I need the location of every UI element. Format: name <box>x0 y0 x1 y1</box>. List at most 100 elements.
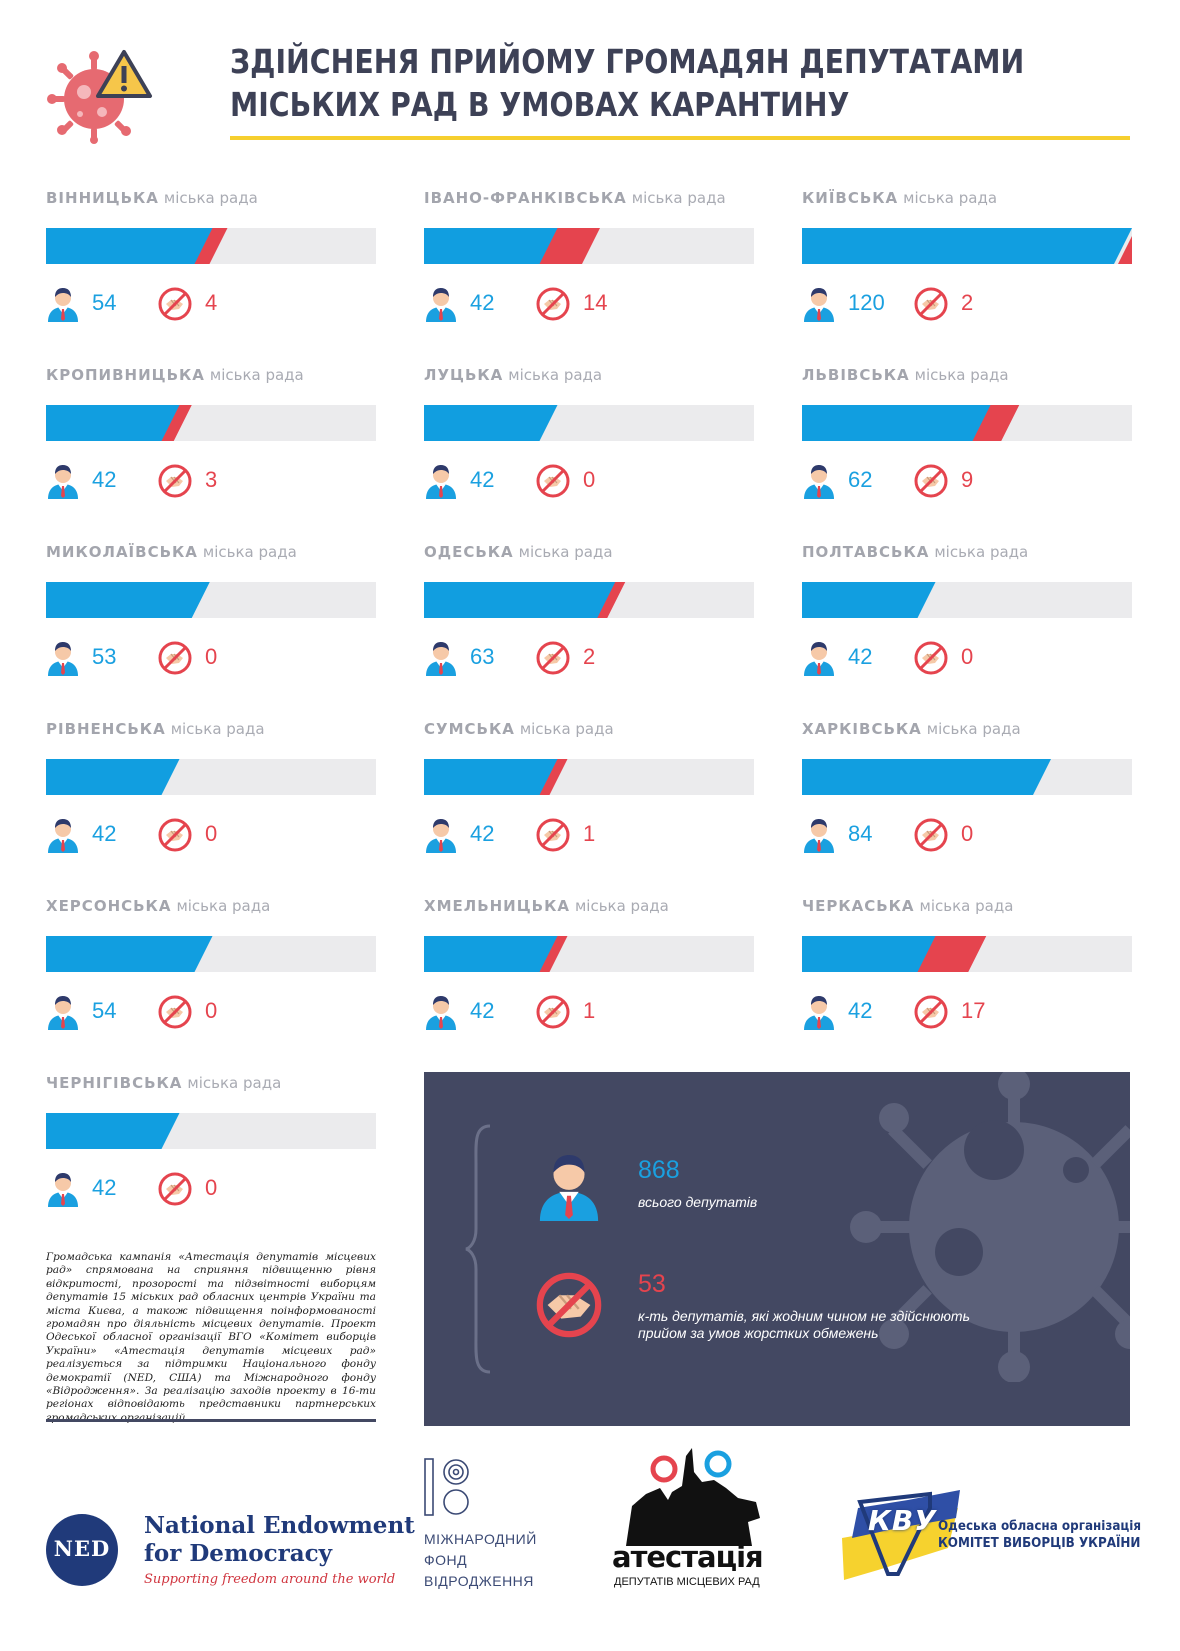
city-name-label: ОДЕСЬКА <box>424 543 514 561</box>
city-name: РІВНЕНСЬКА міська рада <box>46 719 265 738</box>
city-name: ЧЕРКАСЬКА міська рада <box>802 896 1013 915</box>
deputy-icon <box>804 819 834 853</box>
kvu-logo: КВУ Одеська обласна організація КОМІТЕТ … <box>838 1488 1142 1588</box>
city-council-suffix: міська рада <box>903 189 998 207</box>
deputies-count: 42 <box>848 998 873 1023</box>
city-council-suffix: міська рада <box>176 897 271 915</box>
city-name: ХАРКІВСЬКА міська рада <box>802 719 1021 738</box>
deputy-icon <box>426 642 456 676</box>
deputy-icon <box>804 465 834 499</box>
city-card: ХАРКІВСЬКА міська рада 84 0 <box>802 719 1132 869</box>
city-council-suffix: міська рада <box>508 366 603 384</box>
city-name: КИЇВСЬКА міська рада <box>802 188 997 207</box>
deputy-icon <box>539 1154 599 1221</box>
city-card: ЧЕРКАСЬКА міська рада 42 17 <box>802 896 1132 1046</box>
deputies-bar <box>802 228 1132 264</box>
deputy-icon <box>804 288 834 322</box>
no-reception-count: 3 <box>205 467 218 492</box>
city-name-label: ПОЛТАВСЬКА <box>802 543 930 561</box>
city-bar <box>46 582 376 618</box>
deputies-bar <box>424 228 558 264</box>
no-reception-count: 9 <box>961 467 974 492</box>
city-council-suffix: міська рада <box>187 1074 282 1092</box>
deputy-icon <box>426 819 456 853</box>
deputies-bar <box>802 405 991 441</box>
title-underline <box>230 136 1130 140</box>
city-name-label: МИКОЛАЇВСЬКА <box>46 543 198 561</box>
deputies-count: 120 <box>848 290 885 315</box>
no-reception-count: 4 <box>205 290 218 315</box>
city-council-suffix: міська рада <box>934 543 1029 561</box>
no-reception-count: 0 <box>583 467 596 492</box>
city-council-suffix: міська рада <box>163 189 258 207</box>
city-name: КРОПИВНИЦЬКА міська рада <box>46 365 304 384</box>
deputy-icon <box>48 642 78 676</box>
city-card: СУМСЬКА міська рада 42 1 <box>424 719 754 869</box>
city-name: ОДЕСЬКА міська рада <box>424 542 613 561</box>
irf-logo: МІЖНАРОДНИЙ ФОНД ВІДРОДЖЕННЯ <box>424 1458 537 1592</box>
kvu-line2: КОМІТЕТ ВИБОРЦІВ УКРАЇНИ <box>938 1536 1141 1551</box>
no-reception-count: 0 <box>961 821 974 846</box>
no-reception-bar <box>1118 236 1132 264</box>
deputy-icon <box>426 996 456 1030</box>
no-reception-count: 1 <box>583 821 596 846</box>
atestatsiya-subtitle: ДЕПУТАТІВ МІСЦЕВИХ РАД <box>614 1576 760 1588</box>
no-reception-count: 2 <box>961 290 974 315</box>
deputies-bar <box>46 405 180 441</box>
deputies-bar <box>802 936 936 972</box>
city-council-suffix: міська рада <box>574 897 669 915</box>
virus-warning-icon <box>47 50 152 144</box>
deputies-bar <box>424 582 616 618</box>
deputy-icon <box>48 465 78 499</box>
no-handshake-icon <box>914 641 948 675</box>
deputy-icon <box>48 819 78 853</box>
deputies-bar <box>424 405 558 441</box>
city-council-suffix: міська рада <box>631 189 726 207</box>
irf-line3: ВІДРОДЖЕННЯ <box>424 1573 534 1589</box>
city-name-label: ІВАНО-ФРАНКІВСЬКА <box>424 189 627 207</box>
no-handshake-icon <box>158 1172 192 1206</box>
city-name-label: ХАРКІВСЬКА <box>802 720 922 738</box>
no-reception-count: 0 <box>205 998 218 1023</box>
city-bar <box>46 405 376 441</box>
no-reception-label: к-ть депутатів, які жодним чином не здій… <box>638 1308 970 1341</box>
city-name-label: ЧЕРНІГІВСЬКА <box>46 1074 183 1092</box>
city-name: ЧЕРНІГІВСЬКА міська рада <box>46 1073 281 1092</box>
description-divider <box>46 1419 376 1422</box>
city-bar <box>802 936 1132 972</box>
ned-name-line2: for Democracy <box>144 1540 333 1567</box>
no-handshake-icon <box>536 464 570 498</box>
deputy-icon <box>48 288 78 322</box>
page-title: ЗДІЙСНЕНЯ ПРИЙОМУ ГРОМАДЯН ДЕПУТАТАМИ МІС… <box>230 42 1025 124</box>
city-name: ЛУЦЬКА міська рада <box>424 365 602 384</box>
city-bar <box>802 759 1132 795</box>
city-name-label: ЧЕРКАСЬКА <box>802 897 915 915</box>
deputy-icon <box>48 1173 78 1207</box>
city-card: РІВНЕНСЬКА міська рада 42 0 <box>46 719 376 869</box>
city-name-label: ВІННИЦЬКА <box>46 189 159 207</box>
deputies-count: 54 <box>92 998 117 1023</box>
city-name-label: КРОПИВНИЦЬКА <box>46 366 205 384</box>
deputies-count: 42 <box>92 1175 117 1200</box>
city-name: ХЕРСОНСЬКА міська рада <box>46 896 270 915</box>
deputies-bar <box>46 228 213 264</box>
no-handshake-icon <box>536 287 570 321</box>
no-reception-count: 1 <box>583 998 596 1023</box>
no-reception-count: 17 <box>961 998 986 1023</box>
no-handshake-icon <box>914 995 948 1029</box>
city-name-label: ХЕРСОНСЬКА <box>46 897 172 915</box>
irf-emblem <box>424 1458 469 1516</box>
city-council-suffix: міська рада <box>209 366 304 384</box>
kvu-line1: Одеська обласна організація <box>938 1519 1142 1534</box>
city-council-suffix: міська рада <box>919 897 1014 915</box>
ned-mark: NED <box>53 1536 111 1561</box>
no-handshake-icon <box>158 995 192 1029</box>
city-name: СУМСЬКА міська рада <box>424 719 614 738</box>
city-bar <box>424 759 754 795</box>
no-reception-count: 2 <box>583 644 596 669</box>
city-name-label: ЛУЦЬКА <box>424 366 504 384</box>
city-card: КИЇВСЬКА міська рада 120 2 <box>802 188 1132 338</box>
deputies-bar <box>46 759 180 795</box>
city-bar <box>46 936 376 972</box>
kvu-mark: КВУ <box>868 1504 937 1537</box>
